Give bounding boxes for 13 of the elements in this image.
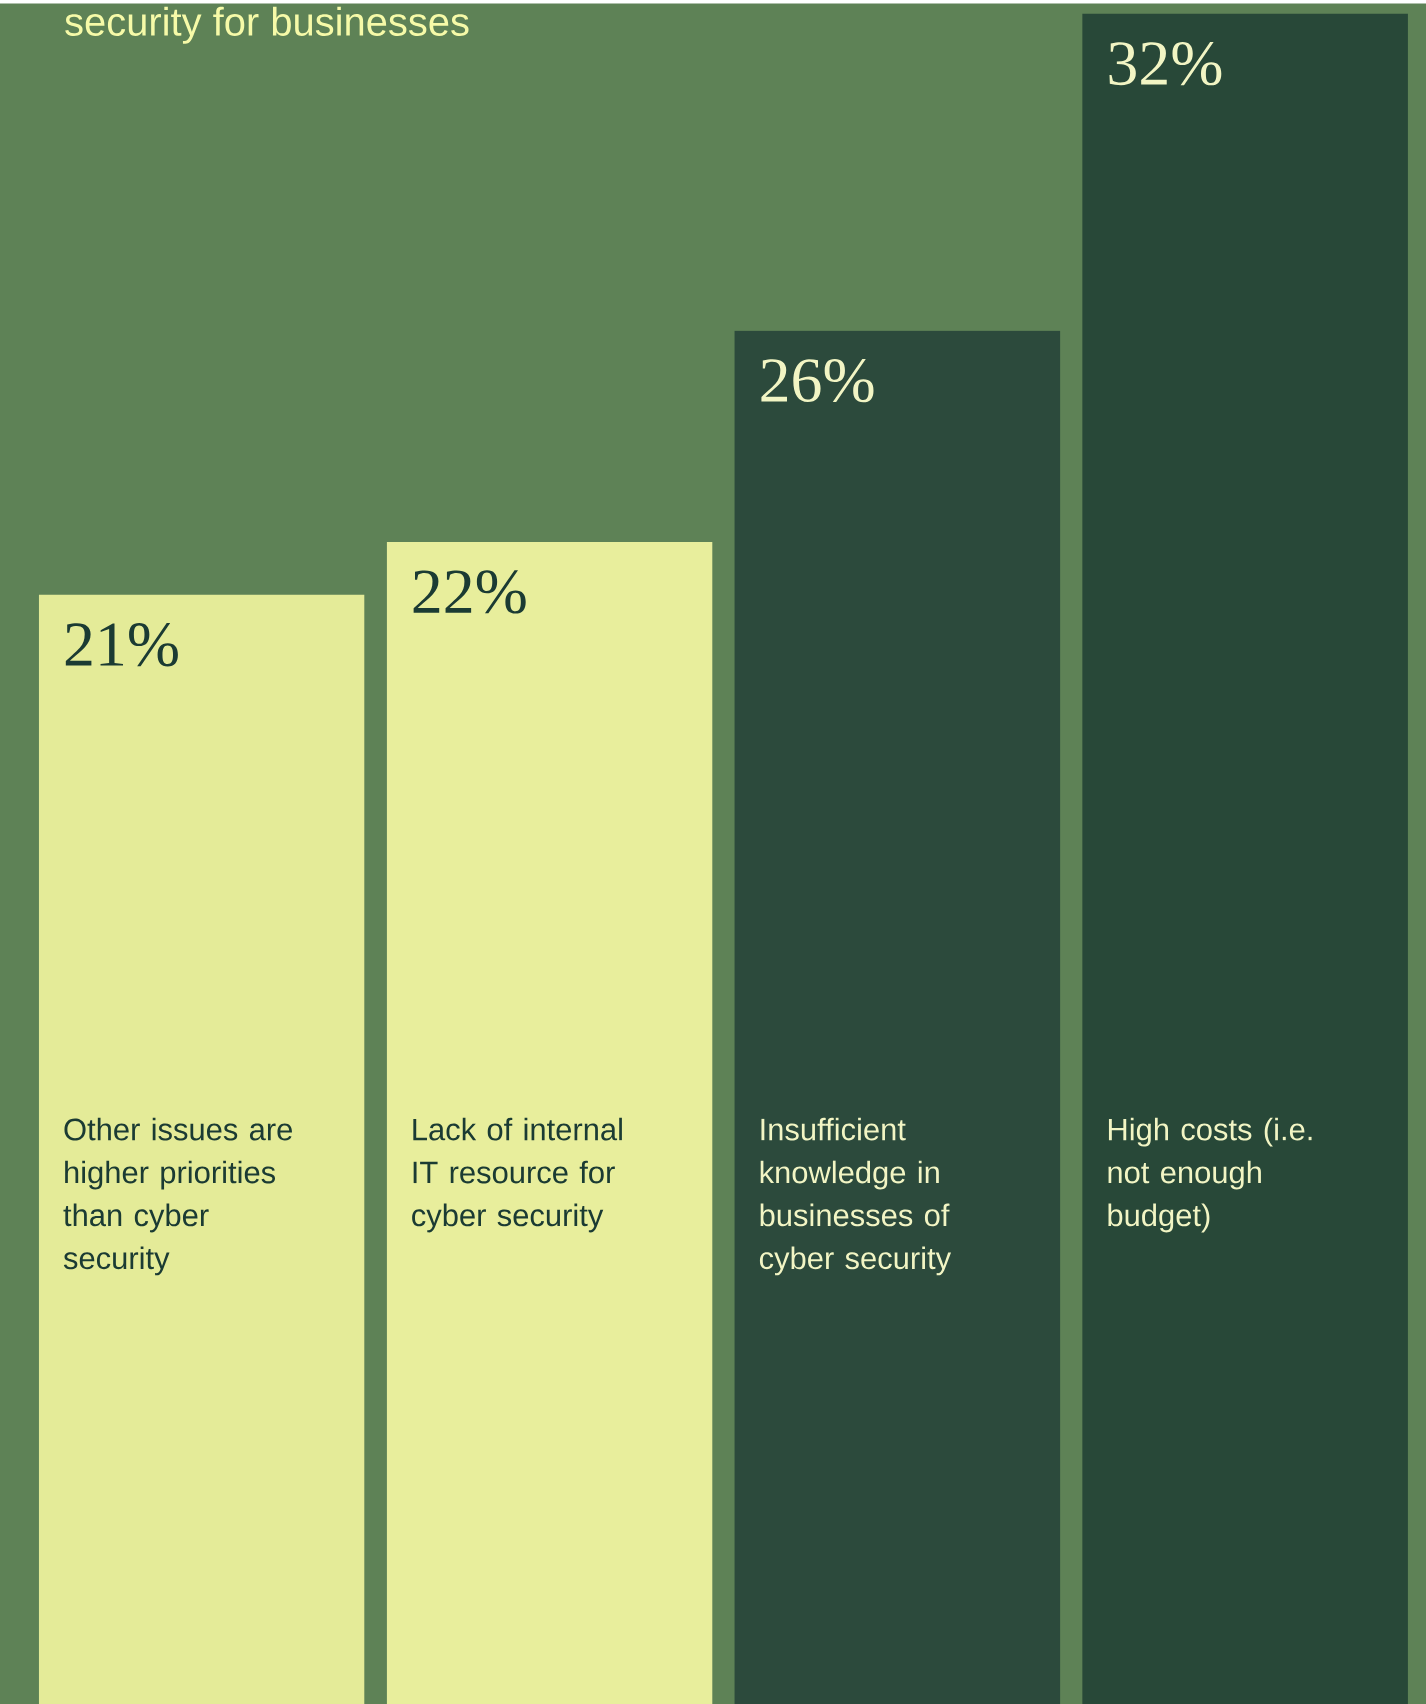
x-tick-label: High costs (i.e. not enough budget)	[1108, 1117, 1312, 1233]
data-label: 26%	[761, 358, 874, 403]
x-tick-label: Insufficient knowledge in businesses of cyber security	[759, 1117, 952, 1276]
data-label: 32%	[1109, 42, 1222, 86]
bar	[38, 594, 365, 1704]
x-tick-label: Other issues are higher priorities than cyber security	[63, 1117, 292, 1276]
x-tick-label: Lack of internal IT resource for cyber security	[412, 1117, 622, 1233]
chart-title: security for businesses	[65, 6, 469, 44]
bar	[734, 330, 1061, 1704]
bar	[1082, 13, 1408, 1704]
data-label: 22%	[413, 570, 526, 614]
bar	[386, 541, 713, 1704]
data-label: 21%	[65, 623, 178, 667]
